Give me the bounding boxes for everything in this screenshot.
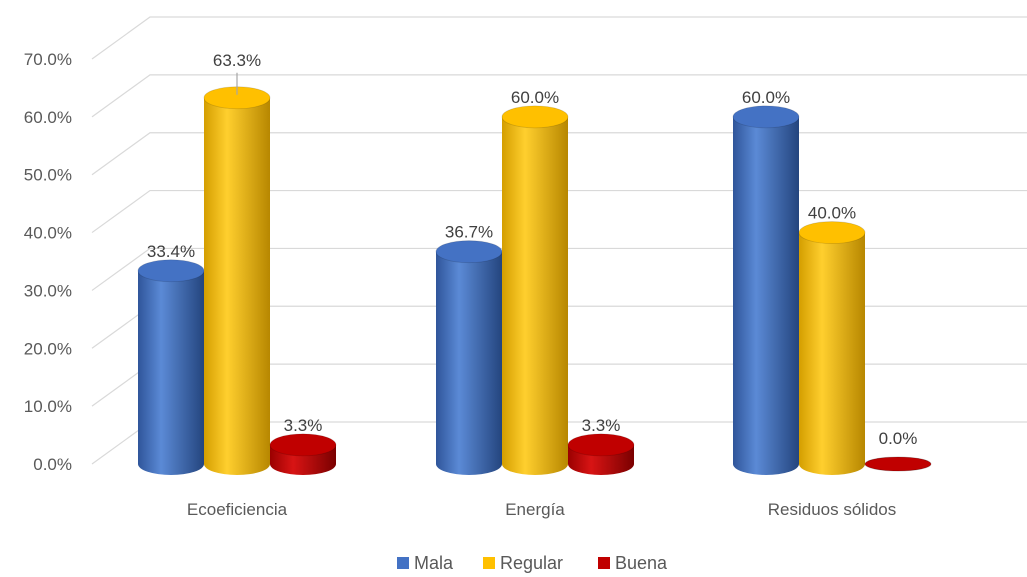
data-label: 40.0% <box>808 204 856 223</box>
y-tick-label: 50.0% <box>24 166 72 185</box>
legend-label: Regular <box>500 553 563 573</box>
bar-regular-1 <box>501 105 569 475</box>
category-labels: Ecoeficiencia Energía Residuos sólidos <box>187 500 896 519</box>
bars <box>137 86 932 475</box>
legend-swatch <box>598 557 610 569</box>
legend-label: Buena <box>615 553 668 573</box>
data-labels: 33.4% 63.3% 3.3% 36.7% 60.0% 3.3% 60.0% 40.0% 0.… <box>147 51 917 448</box>
data-label: 0.0% <box>879 429 918 448</box>
bar-mala-2 <box>732 105 800 475</box>
data-label: 3.3% <box>284 416 323 435</box>
bar-regular-2 <box>798 221 866 475</box>
gridline <box>91 74 1027 118</box>
y-tick-label: 60.0% <box>24 108 72 127</box>
gridline <box>91 16 1027 60</box>
bar-mala-1 <box>435 240 503 475</box>
category-label: Energía <box>505 500 565 519</box>
legend-label: Mala <box>414 553 454 573</box>
data-label: 60.0% <box>511 88 559 107</box>
bar-regular-0 <box>203 86 271 475</box>
y-tick-label: 0.0% <box>33 455 72 474</box>
category-label: Ecoeficiencia <box>187 500 288 519</box>
bar-buena-1 <box>567 433 635 475</box>
legend: Mala Regular Buena <box>397 553 668 573</box>
y-axis-tick-labels: 0.0% 10.0% 20.0% 30.0% 40.0% 50.0% 60.0% 70.0% <box>24 50 72 474</box>
data-label: 3.3% <box>582 416 621 435</box>
legend-swatch <box>397 557 409 569</box>
y-tick-label: 40.0% <box>24 224 72 243</box>
legend-swatch <box>483 557 495 569</box>
bar-mala-0 <box>137 259 205 475</box>
data-label: 36.7% <box>445 223 493 242</box>
bar-buena-2 <box>864 456 932 472</box>
y-tick-label: 30.0% <box>24 281 72 300</box>
y-tick-label: 10.0% <box>24 397 72 416</box>
y-tick-label: 20.0% <box>24 339 72 358</box>
legend-item-mala: Mala <box>397 553 454 573</box>
data-label: 63.3% <box>213 51 261 70</box>
bar-buena-0 <box>269 433 337 475</box>
legend-item-buena: Buena <box>598 553 668 573</box>
category-label: Residuos sólidos <box>768 500 897 519</box>
legend-item-regular: Regular <box>483 553 563 573</box>
data-label: 60.0% <box>742 88 790 107</box>
y-tick-label: 70.0% <box>24 50 72 69</box>
data-label: 33.4% <box>147 242 195 261</box>
